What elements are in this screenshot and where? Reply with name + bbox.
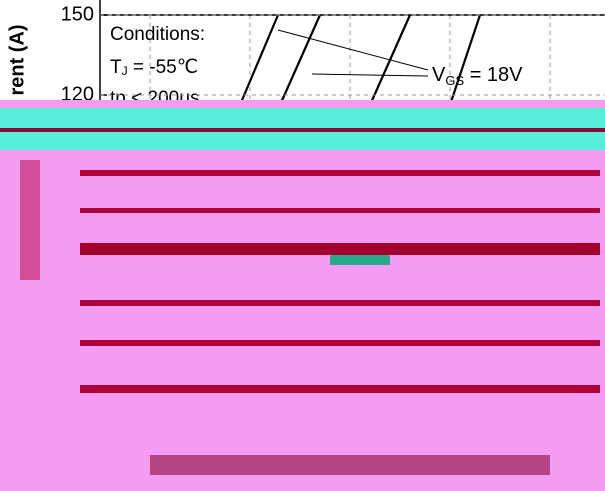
vgs-sub: GS: [445, 73, 464, 88]
vgs-main: V: [432, 64, 446, 86]
corrupt-band: [80, 208, 600, 213]
tj-main: T: [110, 57, 122, 78]
conditions-heading: Conditions:: [110, 24, 205, 45]
corrupt-band: [0, 128, 605, 132]
tj-rest: = -55℃: [128, 57, 198, 78]
chart: Conditions: TJ = -55℃ tp < 200μs VGS = 1…: [0, 0, 605, 491]
corrupt-block: [150, 455, 550, 475]
corrupt-band: [80, 170, 600, 176]
y-tick-label: 150: [61, 3, 94, 25]
corrupted-region: [0, 100, 605, 491]
y-axis-label: rent (A): [6, 24, 28, 95]
corrupt-band: [80, 243, 600, 255]
corrupt-block: [330, 255, 390, 265]
corrupt-band: [80, 340, 600, 346]
corrupt-fill: [0, 100, 605, 491]
corrupt-band: [80, 300, 600, 306]
vgs-rest: = 18V: [464, 64, 523, 86]
corrupt-band: [80, 385, 600, 393]
corrupt-block: [20, 160, 40, 280]
